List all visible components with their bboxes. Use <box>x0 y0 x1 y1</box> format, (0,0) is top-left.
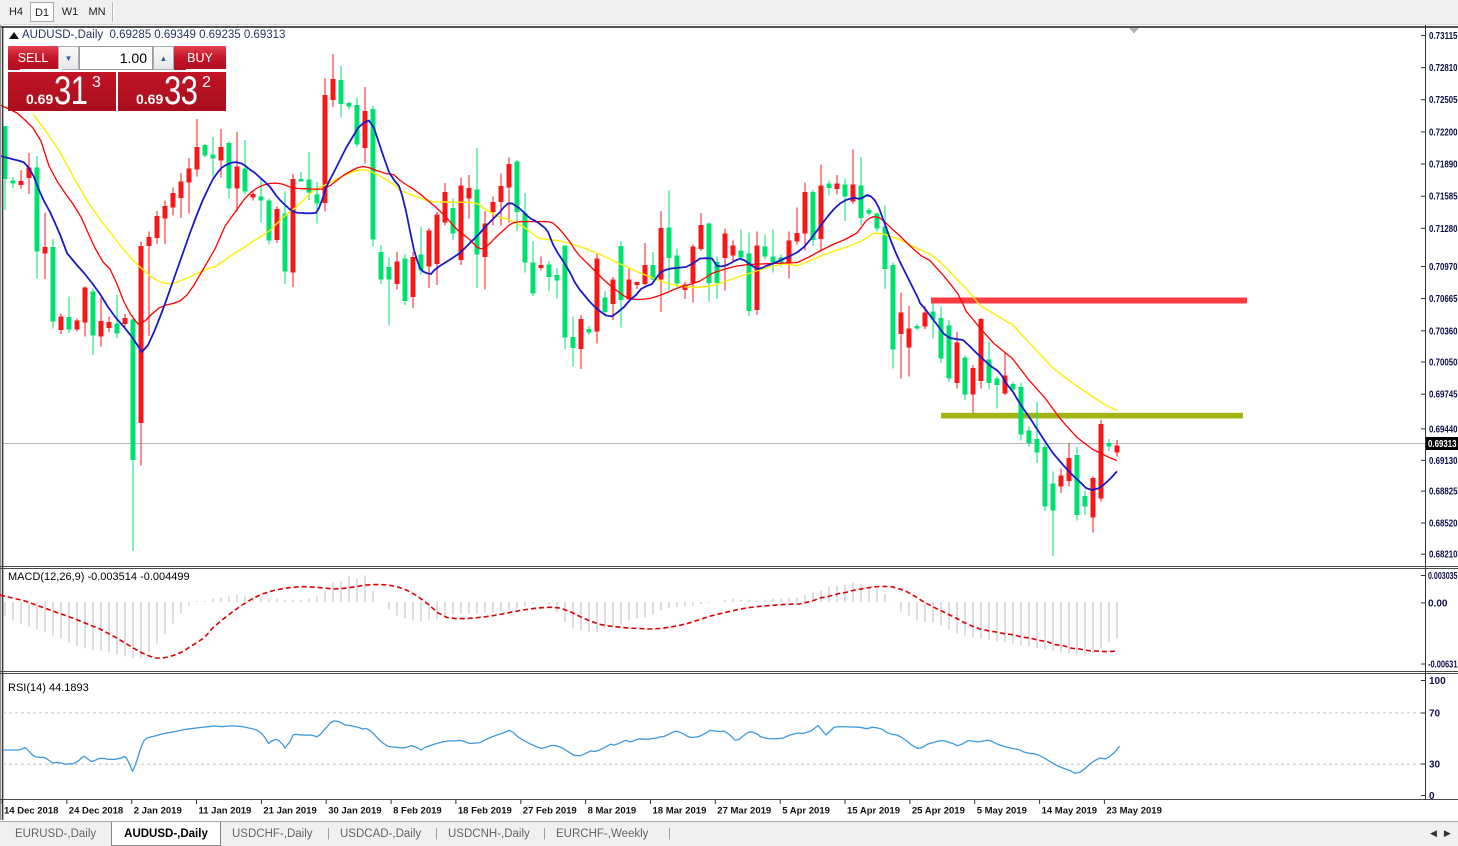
svg-text:0.68825: 0.68825 <box>1429 487 1458 498</box>
svg-text:70: 70 <box>1429 709 1441 720</box>
svg-text:5 Apr 2019: 5 Apr 2019 <box>782 806 830 817</box>
svg-text:14 May 2019: 14 May 2019 <box>1042 806 1097 817</box>
svg-text:5 May 2019: 5 May 2019 <box>977 806 1027 817</box>
svg-text:0.70360: 0.70360 <box>1429 326 1458 337</box>
svg-text:RSI(14) 44.1893: RSI(14) 44.1893 <box>8 682 89 694</box>
svg-text:0.71585: 0.71585 <box>1429 192 1458 203</box>
svg-text:18 Mar 2019: 18 Mar 2019 <box>653 806 707 817</box>
svg-text:0.70050: 0.70050 <box>1429 358 1458 369</box>
svg-text:11 Jan 2019: 11 Jan 2019 <box>199 806 252 817</box>
svg-text:2 Jan 2019: 2 Jan 2019 <box>134 806 182 817</box>
svg-text:21 Jan 2019: 21 Jan 2019 <box>263 806 316 817</box>
svg-text:0.71890: 0.71890 <box>1429 160 1458 171</box>
svg-text:0: 0 <box>1429 791 1435 802</box>
svg-text:0.00: 0.00 <box>1428 598 1448 609</box>
svg-text:30: 30 <box>1429 760 1441 771</box>
svg-text:25 Apr 2019: 25 Apr 2019 <box>912 806 965 817</box>
svg-text:23 May 2019: 23 May 2019 <box>1106 806 1161 817</box>
svg-text:0.73115: 0.73115 <box>1429 31 1458 42</box>
svg-text:8 Mar 2019: 8 Mar 2019 <box>588 806 637 817</box>
svg-text:0.69745: 0.69745 <box>1429 390 1458 401</box>
svg-text:18 Feb 2019: 18 Feb 2019 <box>458 806 512 817</box>
svg-text:0.69440: 0.69440 <box>1429 424 1458 435</box>
svg-text:-0.00631: -0.00631 <box>1428 660 1458 671</box>
svg-text:14 Dec 2018: 14 Dec 2018 <box>4 806 58 817</box>
svg-text:0.68520: 0.68520 <box>1429 519 1458 530</box>
svg-text:MACD(12,26,9) -0.003514 -0.004: MACD(12,26,9) -0.003514 -0.004499 <box>8 571 190 583</box>
svg-text:0.69313: 0.69313 <box>1428 439 1457 450</box>
svg-text:100: 100 <box>1429 676 1446 687</box>
svg-text:0.72200: 0.72200 <box>1429 127 1458 138</box>
svg-text:27 Feb 2019: 27 Feb 2019 <box>523 806 577 817</box>
svg-text:24 Dec 2018: 24 Dec 2018 <box>69 806 123 817</box>
svg-text:0.68210: 0.68210 <box>1429 550 1458 561</box>
svg-text:27 Mar 2019: 27 Mar 2019 <box>717 806 771 817</box>
svg-text:15 Apr 2019: 15 Apr 2019 <box>847 806 900 817</box>
svg-text:0.70970: 0.70970 <box>1429 262 1458 273</box>
svg-text:30 Jan 2019: 30 Jan 2019 <box>328 806 381 817</box>
svg-text:0.71280: 0.71280 <box>1429 224 1458 235</box>
svg-text:0.72505: 0.72505 <box>1429 95 1458 106</box>
svg-text:0.69130: 0.69130 <box>1429 456 1458 467</box>
svg-text:0.72810: 0.72810 <box>1429 63 1458 74</box>
svg-text:0.003035: 0.003035 <box>1428 571 1458 582</box>
svg-text:0.70665: 0.70665 <box>1429 294 1458 305</box>
svg-text:8 Feb 2019: 8 Feb 2019 <box>393 806 442 817</box>
